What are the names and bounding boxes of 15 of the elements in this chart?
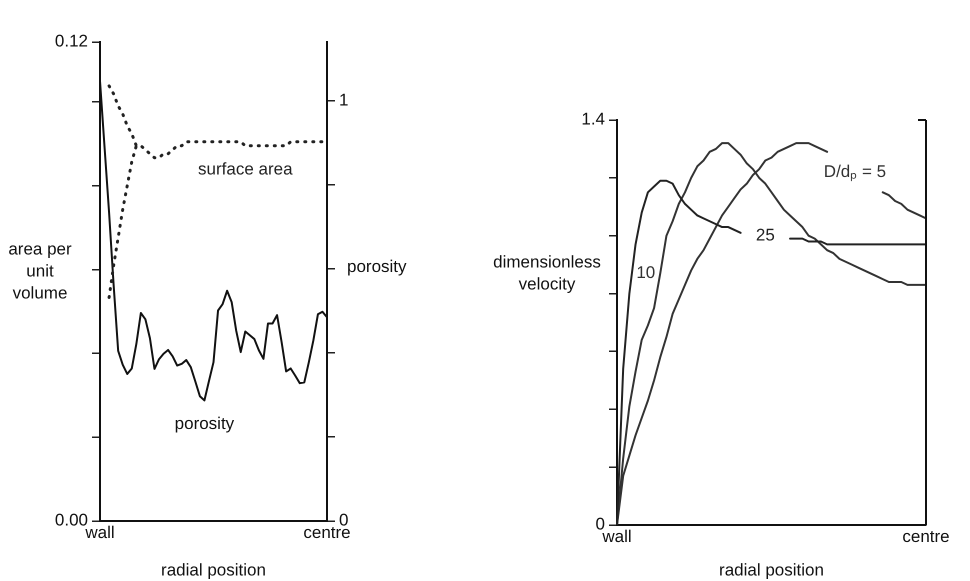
series-label: porosity (174, 414, 235, 434)
x-axis-title: radial position (161, 560, 266, 580)
y-axis-title: dimensionless velocity (493, 252, 601, 294)
y-tick-label: 1.4 (581, 110, 605, 129)
y-axis-title: area per unit volume (8, 240, 72, 303)
x-tick-label: centre (902, 526, 950, 546)
x-axis-title: radial position (719, 560, 824, 580)
y-tick-label: 0.00 (54, 510, 88, 530)
y-tick-label: 0.12 (54, 32, 88, 51)
y2-tick-label: 1 (339, 90, 348, 110)
series-label: 25 (756, 225, 775, 244)
y2-axis-title: porosity (347, 256, 408, 276)
series-label: D/dₚ = 5 (824, 162, 886, 182)
series-label: surface area (198, 159, 294, 178)
series-label: 10 (636, 263, 656, 282)
